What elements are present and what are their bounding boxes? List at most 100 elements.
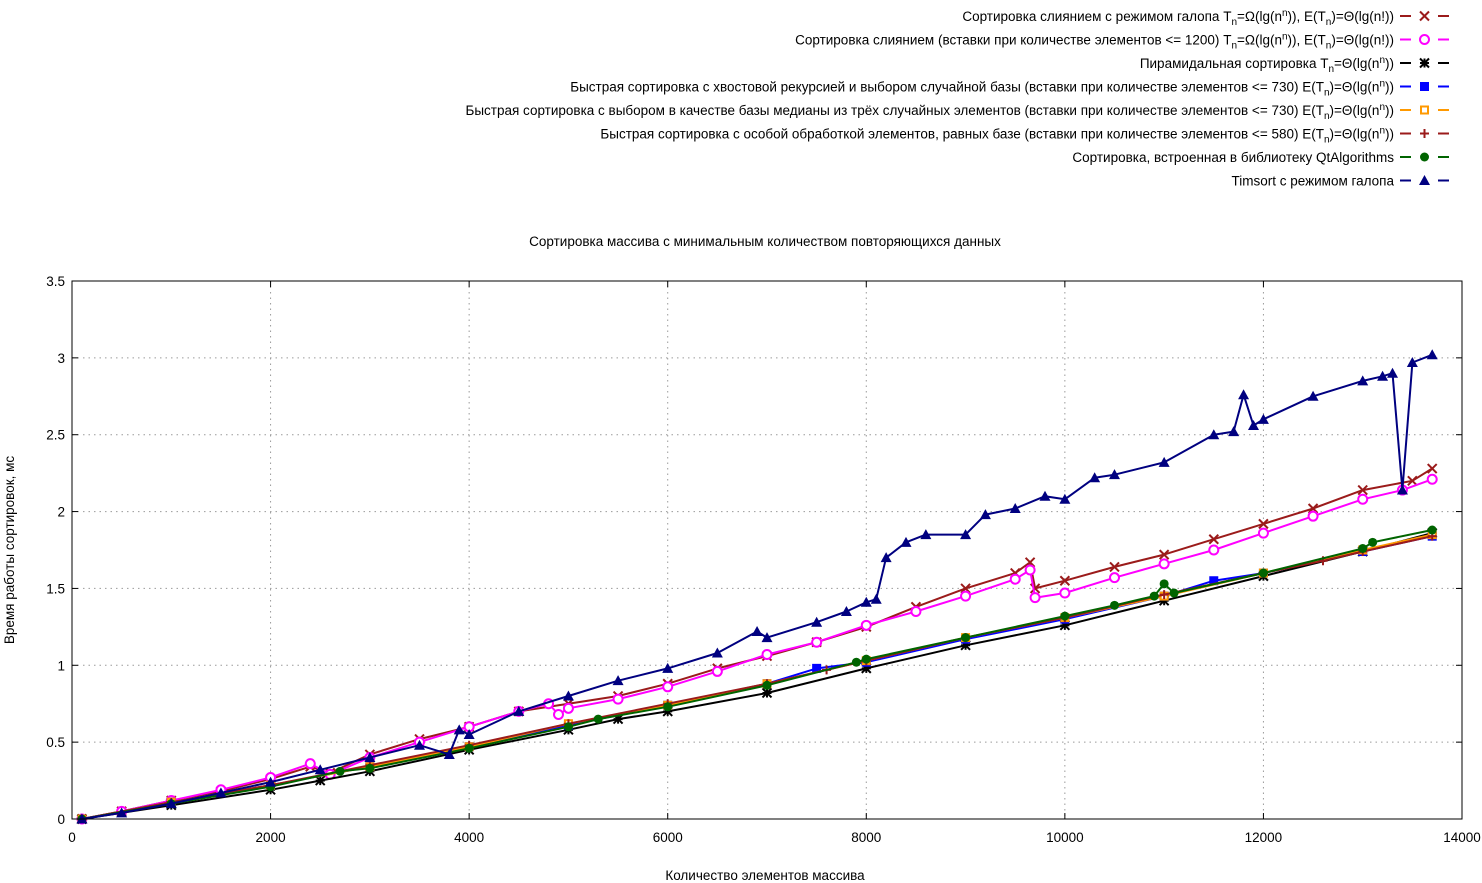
legend-formula-part: T — [1320, 56, 1328, 71]
data-point — [1307, 510, 1319, 522]
data-point — [1158, 595, 1170, 606]
data-point — [513, 705, 525, 716]
legend-formula-part: )=Θ(lg(n — [1330, 103, 1380, 118]
legend-label: Пирамидальная сортировка Tn=Θ(lg(nn)) — [1140, 55, 1394, 75]
legend-formula-part: =Θ(lg(n — [1334, 56, 1379, 71]
legend-formula-part: )=Θ(lg(n!)) — [1331, 9, 1394, 24]
legend-marker — [1420, 105, 1429, 115]
data-point — [215, 787, 227, 798]
legend-marker — [1419, 34, 1430, 45]
series-7 — [77, 525, 1437, 824]
legend-series-name: Сортировка слиянием (вставки при количес… — [795, 33, 1223, 48]
data-point — [1208, 534, 1219, 545]
x-axis-title: Количество элементов массива — [665, 868, 865, 883]
data-point — [1158, 456, 1170, 467]
legend-label: Сортировка слиянием (вставки при количес… — [795, 32, 1394, 52]
data-point — [1039, 490, 1051, 501]
data-point — [1024, 557, 1036, 568]
legend-label: Быстрая сортировка с особой обработкой э… — [600, 126, 1394, 146]
data-point — [910, 605, 922, 617]
legend-marker — [1419, 10, 1430, 22]
legend-label: Быстрая сортировка с хвостовой рекурсией… — [570, 79, 1394, 99]
legend-label: Timsort с режимом галопа — [1232, 174, 1395, 189]
axis-ticks: 0 2000 4000 6000 8000 10000 12000 14000 0 0.5 1 1.5… — [46, 274, 1481, 845]
legend-label: Сортировка слиянием с режимом галопа Tn=… — [962, 8, 1394, 28]
legend-formula-part: E(T — [1302, 127, 1324, 142]
data-point — [1357, 493, 1369, 505]
data-point — [1159, 579, 1169, 589]
data-point — [1009, 573, 1021, 585]
legend-formula-part: n — [1379, 126, 1385, 137]
data-point — [1158, 558, 1170, 570]
legend-formula-part: )) — [1385, 56, 1394, 71]
data-point — [1209, 576, 1219, 586]
legend-formula-part: n — [1326, 17, 1332, 28]
series-2 — [76, 473, 1438, 825]
legend-marker — [1419, 57, 1430, 69]
data-point — [116, 807, 128, 818]
legend-marker — [1420, 152, 1429, 162]
data-point — [463, 728, 475, 739]
data-point — [265, 776, 277, 787]
data-point — [711, 665, 723, 677]
data-point — [870, 593, 882, 604]
data-point — [335, 766, 345, 776]
data-point — [453, 724, 465, 735]
data-point — [443, 748, 455, 759]
x-tick-label: 8000 — [851, 830, 881, 845]
data-point — [751, 625, 763, 636]
y-tick-label: 1.5 — [46, 581, 65, 596]
data-point — [1396, 484, 1408, 495]
data-point — [1059, 587, 1071, 599]
series-line — [81, 529, 1433, 820]
data-point — [1159, 590, 1169, 600]
data-point — [1029, 592, 1041, 604]
data-point — [1089, 472, 1101, 483]
y-tick-label: 3.5 — [46, 274, 65, 289]
data-point — [960, 583, 971, 594]
legend-formula-part: n — [1282, 8, 1288, 19]
data-point — [1208, 429, 1220, 440]
data-point — [861, 654, 871, 664]
data-point — [1358, 543, 1368, 553]
data-point — [861, 663, 872, 674]
grid — [72, 281, 1462, 819]
legend-formula-part: n — [1231, 17, 1237, 28]
y-tick-label: 1 — [57, 658, 65, 673]
legend-formula-part: )) — [1385, 80, 1394, 95]
data-point — [414, 739, 425, 750]
legend-formula-part: n — [1326, 41, 1332, 52]
data-point — [365, 763, 375, 773]
legend-series-name: Сортировка, встроенная в библиотеку QtAl… — [1072, 150, 1394, 165]
data-point — [840, 605, 852, 616]
data-point — [165, 798, 177, 809]
legend-series-name: Быстрая сортировка с хвостовой рекурсией… — [570, 80, 1302, 95]
legend-marker — [1419, 175, 1430, 185]
data-point — [464, 743, 474, 753]
y-tick-label: 2 — [57, 505, 65, 520]
legend-series-name: Быстрая сортировка с особой обработкой э… — [600, 127, 1302, 142]
legend-formula-part: n — [1324, 111, 1330, 122]
data-point — [1060, 611, 1070, 621]
data-point — [860, 619, 872, 631]
data-point — [979, 509, 991, 520]
plot-series — [76, 349, 1438, 825]
data-point — [315, 775, 326, 786]
legend-series-name: Timsort с режимом галопа — [1232, 174, 1395, 189]
data-point — [1059, 620, 1071, 631]
legend-series-name: Пирамидальная сортировка — [1140, 56, 1320, 71]
legend-formula-part: )=Θ(lg(n!)) — [1331, 33, 1394, 48]
x-tick-label: 0 — [68, 830, 76, 845]
data-point — [1407, 475, 1418, 487]
x-tick-label: 14000 — [1443, 830, 1481, 845]
x-tick-label: 12000 — [1245, 830, 1283, 845]
y-tick-label: 3 — [57, 351, 65, 366]
data-point — [960, 529, 972, 540]
legend-formula-part: E(T — [1302, 103, 1324, 118]
series-line — [81, 478, 1433, 820]
data-point — [900, 536, 912, 547]
data-point — [563, 722, 573, 732]
data-point — [1059, 493, 1071, 504]
data-point — [1149, 591, 1159, 601]
